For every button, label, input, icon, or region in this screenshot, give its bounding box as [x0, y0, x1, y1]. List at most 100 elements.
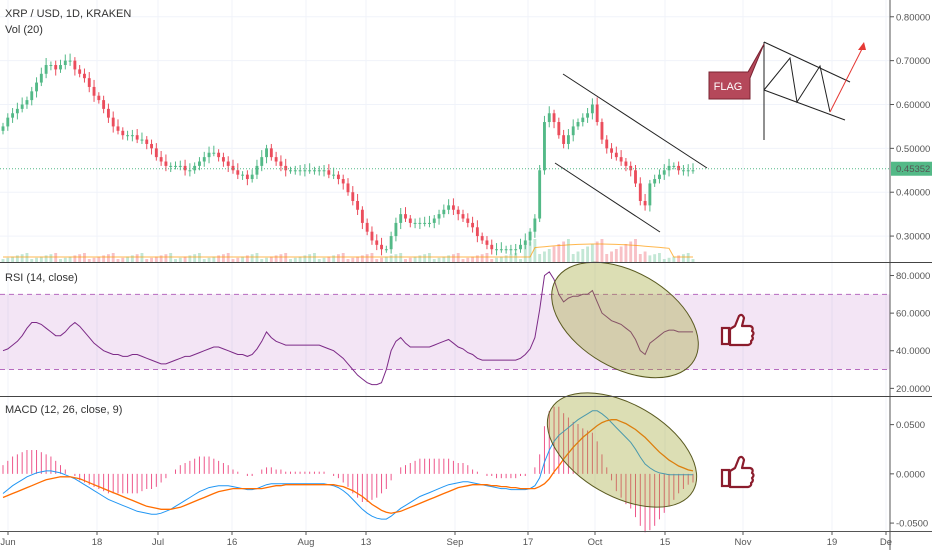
- candle: [164, 161, 168, 166]
- time-tick-label: Jul: [152, 537, 164, 548]
- candle: [313, 170, 316, 172]
- candle: [226, 161, 230, 166]
- candle: [260, 157, 264, 166]
- volume-bar: [691, 259, 695, 262]
- volume-bar: [303, 255, 307, 262]
- thumb-hand: [728, 455, 755, 489]
- volume-bar: [298, 256, 302, 262]
- volume-bar: [557, 244, 561, 262]
- candle: [610, 148, 613, 153]
- candle: [145, 139, 149, 144]
- candle: [159, 157, 163, 162]
- candle: [212, 152, 216, 154]
- rsi-pane[interactable]: RSI (14, close): [0, 238, 890, 401]
- candle: [471, 222, 475, 228]
- time-tick-label: 15: [660, 537, 671, 548]
- candle: [241, 174, 245, 176]
- breakout-arrow: [829, 44, 865, 113]
- volume-label: Vol (20): [5, 24, 43, 36]
- thumbs-up-icon: [720, 455, 755, 489]
- candle: [54, 65, 58, 70]
- volume-bar: [375, 259, 379, 262]
- candle: [461, 214, 465, 219]
- candle: [533, 218, 537, 232]
- volume-bar: [106, 254, 110, 262]
- volume-bars: [1, 239, 695, 262]
- volume-bar: [394, 254, 398, 262]
- candle: [269, 148, 273, 158]
- last-price-label: 0.45352: [896, 164, 930, 175]
- candle: [595, 104, 599, 123]
- candle: [648, 183, 652, 206]
- macd-pane[interactable]: MACD (12, 26, close, 9): [2, 313, 755, 533]
- candle: [423, 222, 427, 224]
- candle: [418, 222, 422, 224]
- price-tick-label: 0.50000: [896, 144, 930, 155]
- volume-bar: [231, 259, 235, 262]
- volume-bar: [360, 255, 364, 262]
- rsi-plot: [0, 261, 890, 386]
- candle: [552, 113, 556, 123]
- candle: [97, 95, 101, 101]
- candle: [394, 222, 398, 237]
- volume-bar: [121, 257, 125, 262]
- volume-bar: [317, 259, 321, 262]
- volume-bar: [68, 256, 72, 262]
- volume-bar: [648, 255, 652, 262]
- candle: [11, 113, 15, 118]
- candle: [480, 236, 484, 241]
- candle: [408, 218, 412, 223]
- candle: [538, 170, 542, 219]
- volume-bar: [619, 246, 623, 262]
- volume-bar: [212, 256, 216, 262]
- volume-bar: [610, 251, 613, 262]
- volume-bar: [629, 241, 633, 262]
- candle: [121, 130, 125, 136]
- volume-bar: [547, 249, 551, 262]
- volume-bar: [154, 256, 158, 262]
- candle: [231, 165, 235, 171]
- volume-bar: [423, 254, 427, 262]
- candle: [221, 157, 225, 162]
- candle: [265, 148, 268, 158]
- volume-bar: [552, 246, 556, 262]
- candle: [662, 170, 666, 175]
- volume-bar: [466, 257, 470, 262]
- candle: [39, 73, 43, 83]
- volume-bar: [188, 255, 192, 262]
- candle: [178, 165, 182, 167]
- volume-bar: [174, 259, 177, 262]
- candle: [217, 152, 221, 158]
- volume-bar: [241, 256, 245, 262]
- candle: [20, 104, 24, 109]
- candle: [293, 170, 297, 172]
- volume-bar: [509, 254, 513, 262]
- volume-bar: [504, 255, 508, 262]
- channel-lower: [554, 162, 661, 233]
- volume-bar: [528, 241, 532, 262]
- candle: [509, 249, 513, 251]
- last-price-badge: [891, 161, 932, 176]
- volume-bar: [418, 255, 422, 262]
- thumb-hand: [728, 313, 755, 347]
- macd-tick-label: -0.0500: [896, 519, 928, 530]
- volume-bar: [78, 254, 82, 262]
- price-tick-label: 0.40000: [896, 188, 930, 199]
- volume-bar: [590, 244, 594, 262]
- price-pane[interactable]: FLAG XRP / USD, 1D, KRAKEN Vol (20): [0, 0, 890, 530]
- volume-bar: [408, 257, 412, 262]
- time-axis: Jun 18 Jul 16 Aug 13 Sep 17 Oct 15 Nov 19 De: [0, 531, 892, 548]
- time-tick-label: 16: [227, 537, 238, 548]
- volume-bar: [384, 256, 388, 262]
- volume-bar: [571, 254, 575, 262]
- rsi-tick-label: 80.0000: [896, 271, 930, 282]
- candle: [150, 143, 153, 149]
- flag-callout: [708, 43, 765, 100]
- volume-bar: [519, 259, 522, 262]
- candle: [514, 249, 518, 251]
- candle: [274, 157, 278, 162]
- volume-bar: [634, 239, 637, 262]
- candle: [624, 161, 628, 166]
- macd-tick-label: 0.0500: [896, 420, 925, 431]
- candle: [183, 165, 187, 171]
